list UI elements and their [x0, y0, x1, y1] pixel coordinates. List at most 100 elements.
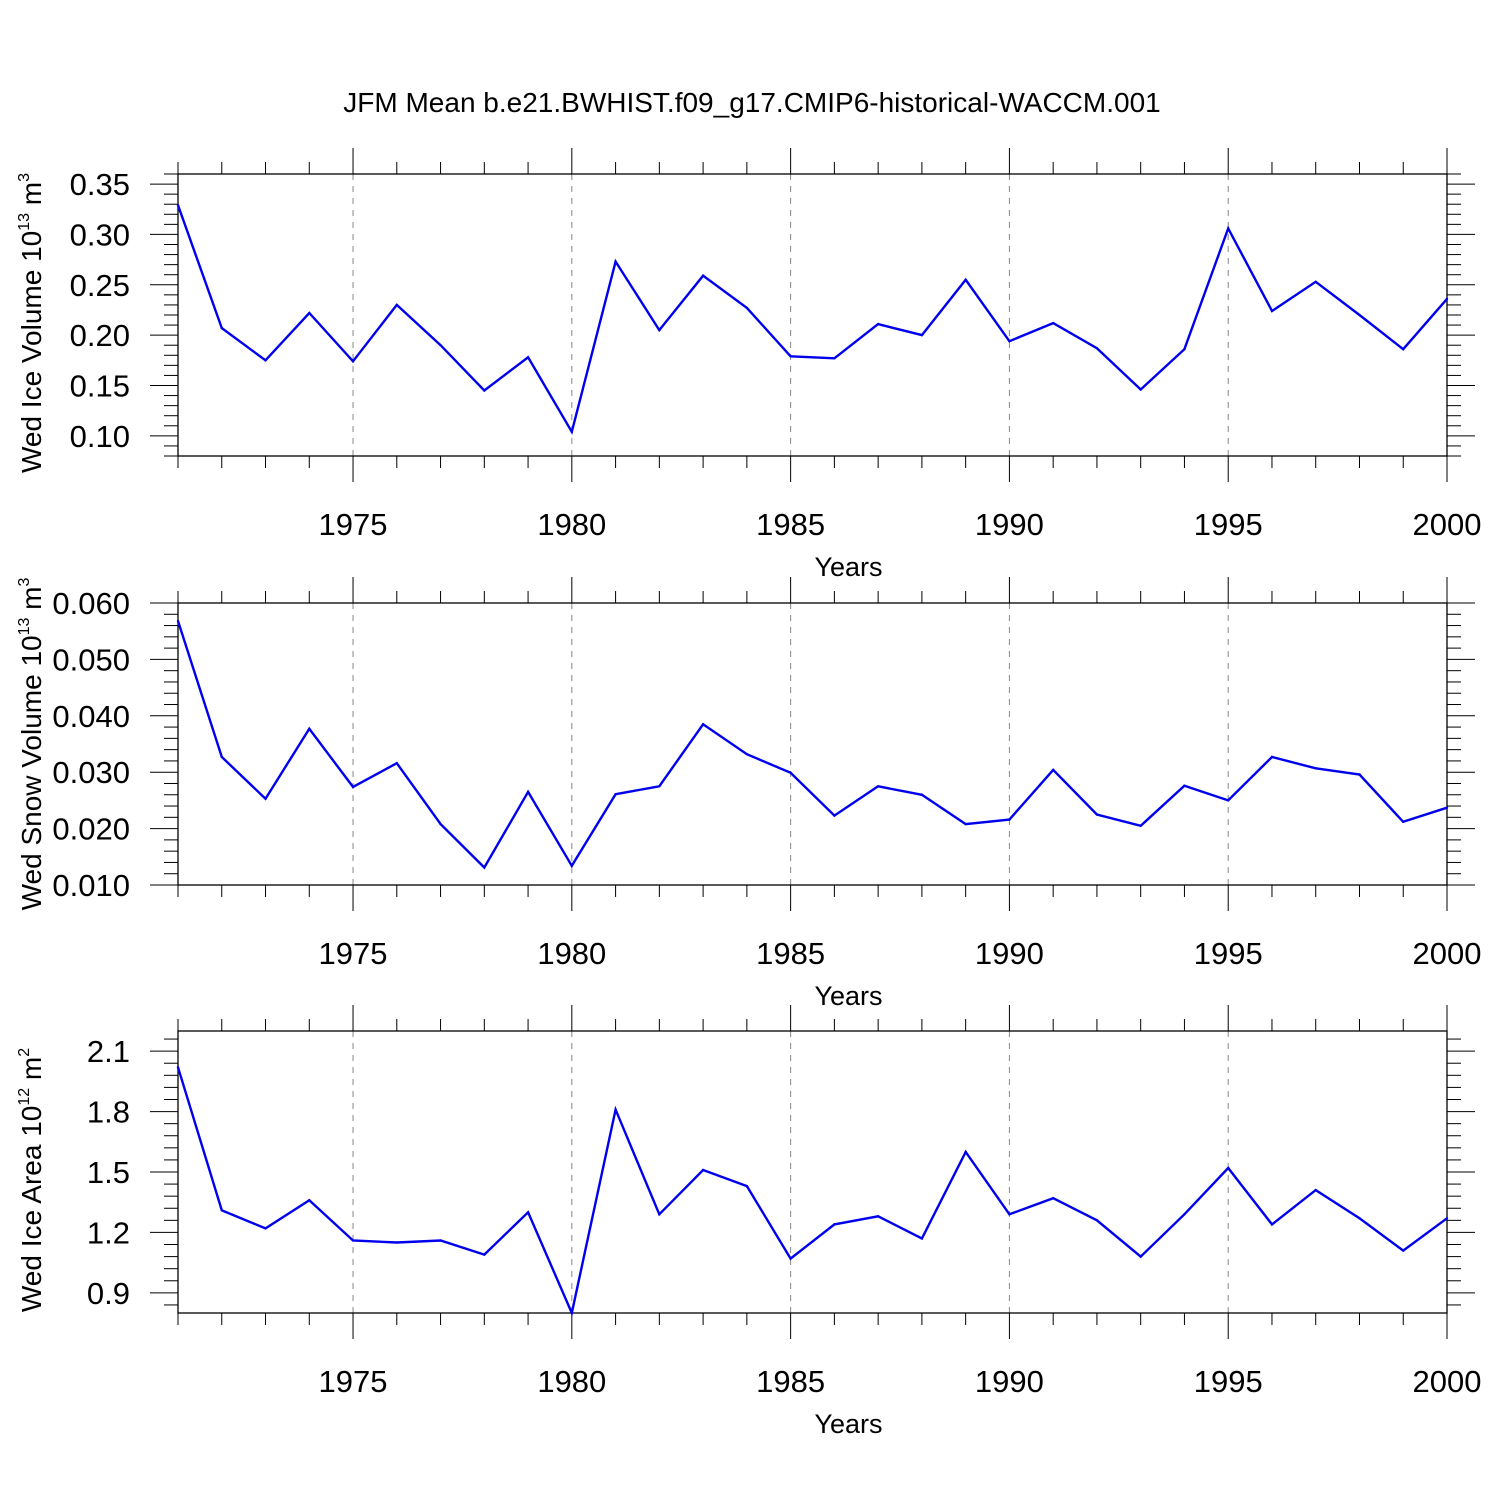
y-axis-label-unit-exponent: 3 [16, 173, 33, 182]
data-point [1008, 339, 1011, 343]
series-line [176, 1066, 1448, 1317]
y-tick-label: 0.35 [70, 167, 130, 202]
data-point [483, 1253, 486, 1256]
y-tick-label: 0.10 [70, 419, 130, 454]
x-tick-label: 2000 [1413, 507, 1482, 542]
y-tick-label: 0.050 [52, 642, 130, 677]
data-point [1183, 348, 1186, 351]
data-point [876, 322, 880, 326]
chart-panel-wed-ice-area: 1975 1980 1985 1990 1995 2000 Years 0.9 1.2 1.5 1.… [16, 1005, 1481, 1439]
data-point [1051, 768, 1055, 772]
y-axis-label-unit-exponent: 3 [16, 578, 33, 587]
data-point [745, 306, 749, 310]
data-point [876, 1215, 880, 1218]
x-tick-label: 2000 [1413, 1364, 1482, 1399]
data-point [1358, 1217, 1361, 1220]
y-axis-label: Wed Ice Area 1012 m2 [16, 1048, 47, 1312]
x-tick-label: 2000 [1413, 936, 1482, 971]
data-point [1051, 1196, 1055, 1200]
chart-title: JFM Mean b.e21.BWHIST.f09_g17.CMIP6-hist… [343, 87, 1160, 118]
chart-panels: 1975 1980 1985 1990 1995 2000 Years 0.10 0.15 0.2… [16, 148, 1481, 1439]
data-point [789, 355, 792, 358]
data-point [1139, 388, 1142, 391]
data-point [701, 723, 705, 726]
data-point [395, 303, 398, 307]
y-tick-label: 1.2 [87, 1215, 130, 1250]
data-point [1445, 297, 1449, 301]
data-point [526, 356, 530, 359]
y-axis-label-unit-exponent: 2 [16, 1048, 33, 1057]
data-point [395, 1241, 398, 1244]
data-point [1227, 1166, 1230, 1170]
data-point [920, 333, 924, 337]
data-point [308, 727, 311, 730]
x-tick-label: 1985 [756, 507, 825, 542]
data-point [1358, 313, 1361, 317]
data-point [570, 864, 574, 868]
data-point [483, 866, 486, 869]
data-point [1008, 1213, 1011, 1216]
data-point [1139, 824, 1142, 827]
data-point [570, 1311, 574, 1315]
y-tick-label: 0.30 [70, 217, 130, 252]
x-axis-label: Years [814, 981, 882, 1011]
y-tick-label: 0.15 [70, 369, 130, 404]
data-point [483, 389, 486, 392]
data-point [526, 1211, 530, 1214]
data-point [351, 1239, 355, 1242]
x-tick-label: 1990 [975, 507, 1044, 542]
data-point [1270, 309, 1274, 313]
data-point [920, 1237, 924, 1240]
data-point [1183, 1213, 1186, 1216]
data-point [1183, 784, 1186, 787]
data-point [745, 1184, 749, 1188]
x-tick-label: 1985 [756, 936, 825, 971]
data-point [1445, 806, 1449, 809]
data-point [176, 1066, 180, 1069]
y-tick-label: 0.25 [70, 268, 130, 303]
data-point [176, 619, 180, 623]
y-tick-label: 0.20 [70, 318, 130, 353]
data-point [1402, 820, 1405, 824]
data-point [308, 1199, 311, 1202]
x-tick-label: 1975 [319, 507, 388, 542]
y-axis-label: Wed Snow Volume 1013 m3 [16, 578, 47, 911]
y-axis-label-unit: m [16, 182, 47, 213]
x-tick-label: 1980 [537, 507, 606, 542]
data-point [964, 1150, 967, 1154]
data-point [964, 278, 967, 281]
data-point [614, 792, 617, 796]
data-point [789, 771, 792, 774]
data-point [351, 785, 355, 789]
data-point [220, 326, 223, 330]
data-point [1139, 1255, 1142, 1258]
y-axis-label-unit: m [16, 587, 47, 618]
data-point [789, 1257, 792, 1260]
y-tick-label: 1.5 [87, 1155, 130, 1190]
data-point [1227, 799, 1230, 802]
y-tick-label: 0.030 [52, 755, 130, 790]
data-point [658, 785, 661, 788]
x-tick-label: 1995 [1194, 936, 1263, 971]
y-tick-label: 0.060 [52, 586, 130, 621]
data-point [833, 814, 836, 817]
y-axis-label: Wed Ice Volume 1013 m3 [16, 173, 47, 473]
data-point [1445, 1217, 1449, 1220]
data-point [658, 1213, 661, 1216]
data-point [1402, 1249, 1405, 1252]
data-point [833, 357, 836, 360]
x-tick-label: 1995 [1194, 507, 1263, 542]
data-point [614, 1108, 617, 1111]
data-point [1314, 767, 1317, 770]
data-point [1314, 280, 1317, 283]
data-point [833, 1223, 836, 1226]
y-tick-label: 0.010 [52, 868, 130, 903]
data-point [264, 797, 267, 800]
data-point [439, 822, 442, 826]
x-tick-label: 1985 [756, 1364, 825, 1399]
data-point [176, 204, 180, 207]
x-tick-label: 1975 [319, 936, 388, 971]
y-tick-label: 0.9 [87, 1276, 130, 1311]
